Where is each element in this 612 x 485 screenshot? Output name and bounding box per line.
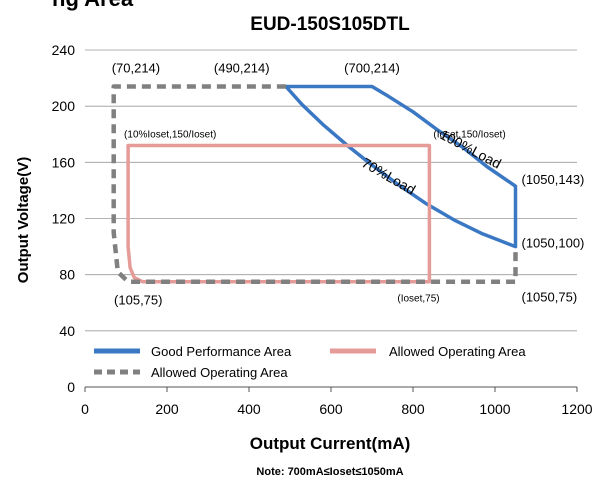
annotation-label: (Ioset,150/Ioset) (433, 129, 505, 140)
y-tick-label: 120 (52, 211, 76, 227)
y-tick-label: 40 (59, 323, 75, 339)
y-tick-label: 200 (52, 98, 76, 114)
annotation-label: (1050,75) (522, 290, 578, 305)
legend: Good Performance Area Allowed Operating … (94, 344, 526, 380)
annotation-label: (105,75) (114, 293, 162, 308)
annotation-label: (Ioset,75) (397, 294, 439, 305)
y-tick-label: 240 (52, 42, 76, 58)
x-tick-label: 800 (401, 401, 425, 417)
y-tick-label: 160 (52, 154, 76, 170)
annotation-label: (700,214) (344, 61, 400, 76)
y-tick-label: 80 (59, 267, 75, 283)
x-tick-label: 200 (155, 401, 179, 417)
x-tick-labels: 0 200 400 600 800 1000 1200 (81, 401, 593, 417)
annotation-label: (70,214) (112, 61, 160, 76)
chart-note: Note: 700mA≤Ioset≤1050mA (256, 466, 403, 478)
series-good-performance (284, 84, 518, 249)
series-allowed-max-dashed (111, 84, 518, 284)
legend-label-good: Good Performance Area (151, 344, 292, 359)
legend-label-allowed-solid: Allowed Operating Area (389, 344, 526, 359)
legend-label-allowed-dashed: Allowed Operating Area (151, 365, 288, 380)
annotation-label: (490,214) (214, 61, 270, 76)
grid-lines (84, 49, 578, 392)
x-tick-label: 1000 (479, 401, 510, 417)
annotation-label: (1050,143) (522, 172, 585, 187)
header-fragment: ng Area (52, 0, 134, 11)
y-tick-labels: 0 40 80 120 160 200 240 (52, 42, 76, 395)
y-axis-label: Output Voltage(V) (15, 157, 32, 283)
x-axis-label: Output Current(mA) (250, 434, 411, 453)
chart-title: EUD-150S105DTL (250, 14, 410, 35)
x-tick-label: 600 (319, 401, 343, 417)
y-tick-label: 0 (67, 379, 75, 395)
x-tick-label: 400 (237, 401, 261, 417)
x-tick-label: 0 (81, 401, 89, 417)
annotation-label: (1050,100) (522, 236, 585, 251)
annotation-label: (10%Ioset,150/Ioset) (124, 129, 216, 140)
x-tick-label: 1200 (561, 401, 592, 417)
series-layer (111, 84, 518, 284)
annotation-label: 70%Load (359, 154, 418, 197)
